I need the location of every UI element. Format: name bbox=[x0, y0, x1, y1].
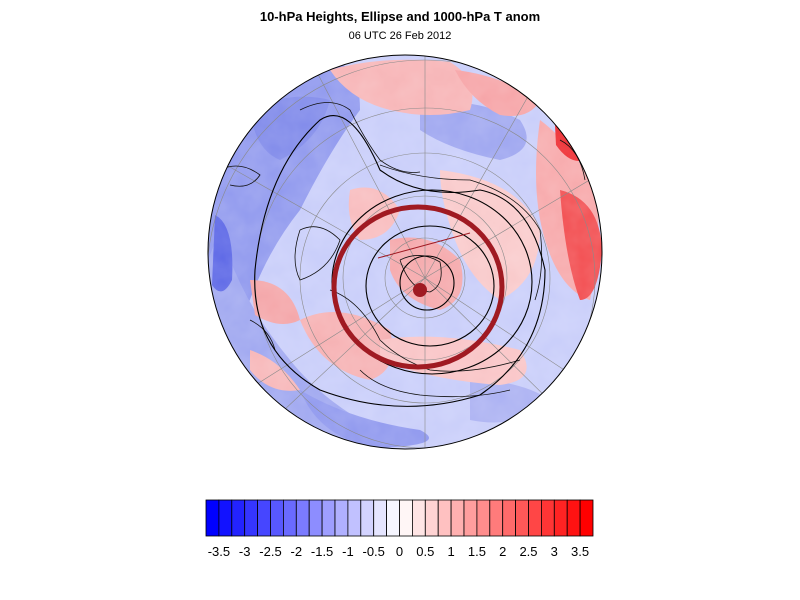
colorbar-tick-label: 2.5 bbox=[519, 544, 537, 559]
colorbar-box bbox=[334, 499, 349, 537]
colorbar-box bbox=[528, 499, 542, 537]
colorbar-box bbox=[386, 499, 400, 537]
colorbar-box bbox=[231, 499, 246, 537]
colorbar-tick-label: -2.5 bbox=[259, 544, 281, 559]
colorbar-box bbox=[218, 499, 233, 537]
colorbar-box bbox=[476, 499, 491, 537]
colorbar-box bbox=[566, 499, 581, 537]
colorbar-box bbox=[205, 499, 220, 537]
colorbar-box bbox=[579, 499, 594, 537]
colorbar-box bbox=[308, 499, 323, 537]
map-title: 10-hPa Heights, Ellipse and 1000-hPa T a… bbox=[259, 9, 541, 24]
colorbar-box bbox=[515, 499, 529, 537]
colorbar-box bbox=[360, 499, 375, 537]
temperature-anomaly-field bbox=[208, 55, 602, 449]
colorbar-tick-label: -1.5 bbox=[311, 544, 333, 559]
colorbar-box bbox=[437, 499, 452, 537]
polar-map bbox=[207, 54, 603, 450]
globe-outline bbox=[207, 54, 603, 450]
colorbar-box bbox=[347, 499, 362, 537]
colorbar-box bbox=[295, 499, 310, 537]
colorbar-box bbox=[373, 499, 388, 537]
vortex-ellipse bbox=[331, 204, 505, 370]
colorbar-tick-label: 2 bbox=[499, 544, 506, 559]
colorbar-box bbox=[450, 499, 465, 537]
colorbar-tick-label: -3.5 bbox=[208, 544, 230, 559]
colorbar-tick-label: 3 bbox=[551, 544, 558, 559]
colorbar-box bbox=[282, 499, 297, 537]
colorbar-tick-label: -0.5 bbox=[362, 544, 384, 559]
colorbar-box bbox=[270, 499, 284, 537]
colorbar-tick-label: -2 bbox=[291, 544, 303, 559]
colorbar-tick-label: 3.5 bbox=[571, 544, 589, 559]
colorbar-box bbox=[244, 499, 258, 537]
colorbar-box bbox=[424, 499, 439, 537]
colorbar-box bbox=[399, 499, 413, 537]
colorbar-box bbox=[489, 499, 504, 537]
colorbar-box bbox=[321, 499, 336, 537]
colorbar-box bbox=[502, 499, 517, 537]
colorbar-tick-label: 1.5 bbox=[468, 544, 486, 559]
colorbar-tick-label: -1 bbox=[342, 544, 354, 559]
colorbar-tick-label: 0.5 bbox=[416, 544, 434, 559]
colorbar-box bbox=[463, 499, 478, 537]
colorbar-box bbox=[553, 499, 568, 537]
colorbar-tick-label: 0 bbox=[396, 544, 403, 559]
colorbar-box bbox=[257, 499, 271, 537]
colorbar-box bbox=[541, 499, 555, 537]
colorbar-box bbox=[411, 499, 426, 537]
map-subtitle: 06 UTC 26 Feb 2012 bbox=[348, 30, 452, 42]
colorbar-tick-label: -3 bbox=[239, 544, 251, 559]
colorbar-tick-label: 1 bbox=[447, 544, 454, 559]
